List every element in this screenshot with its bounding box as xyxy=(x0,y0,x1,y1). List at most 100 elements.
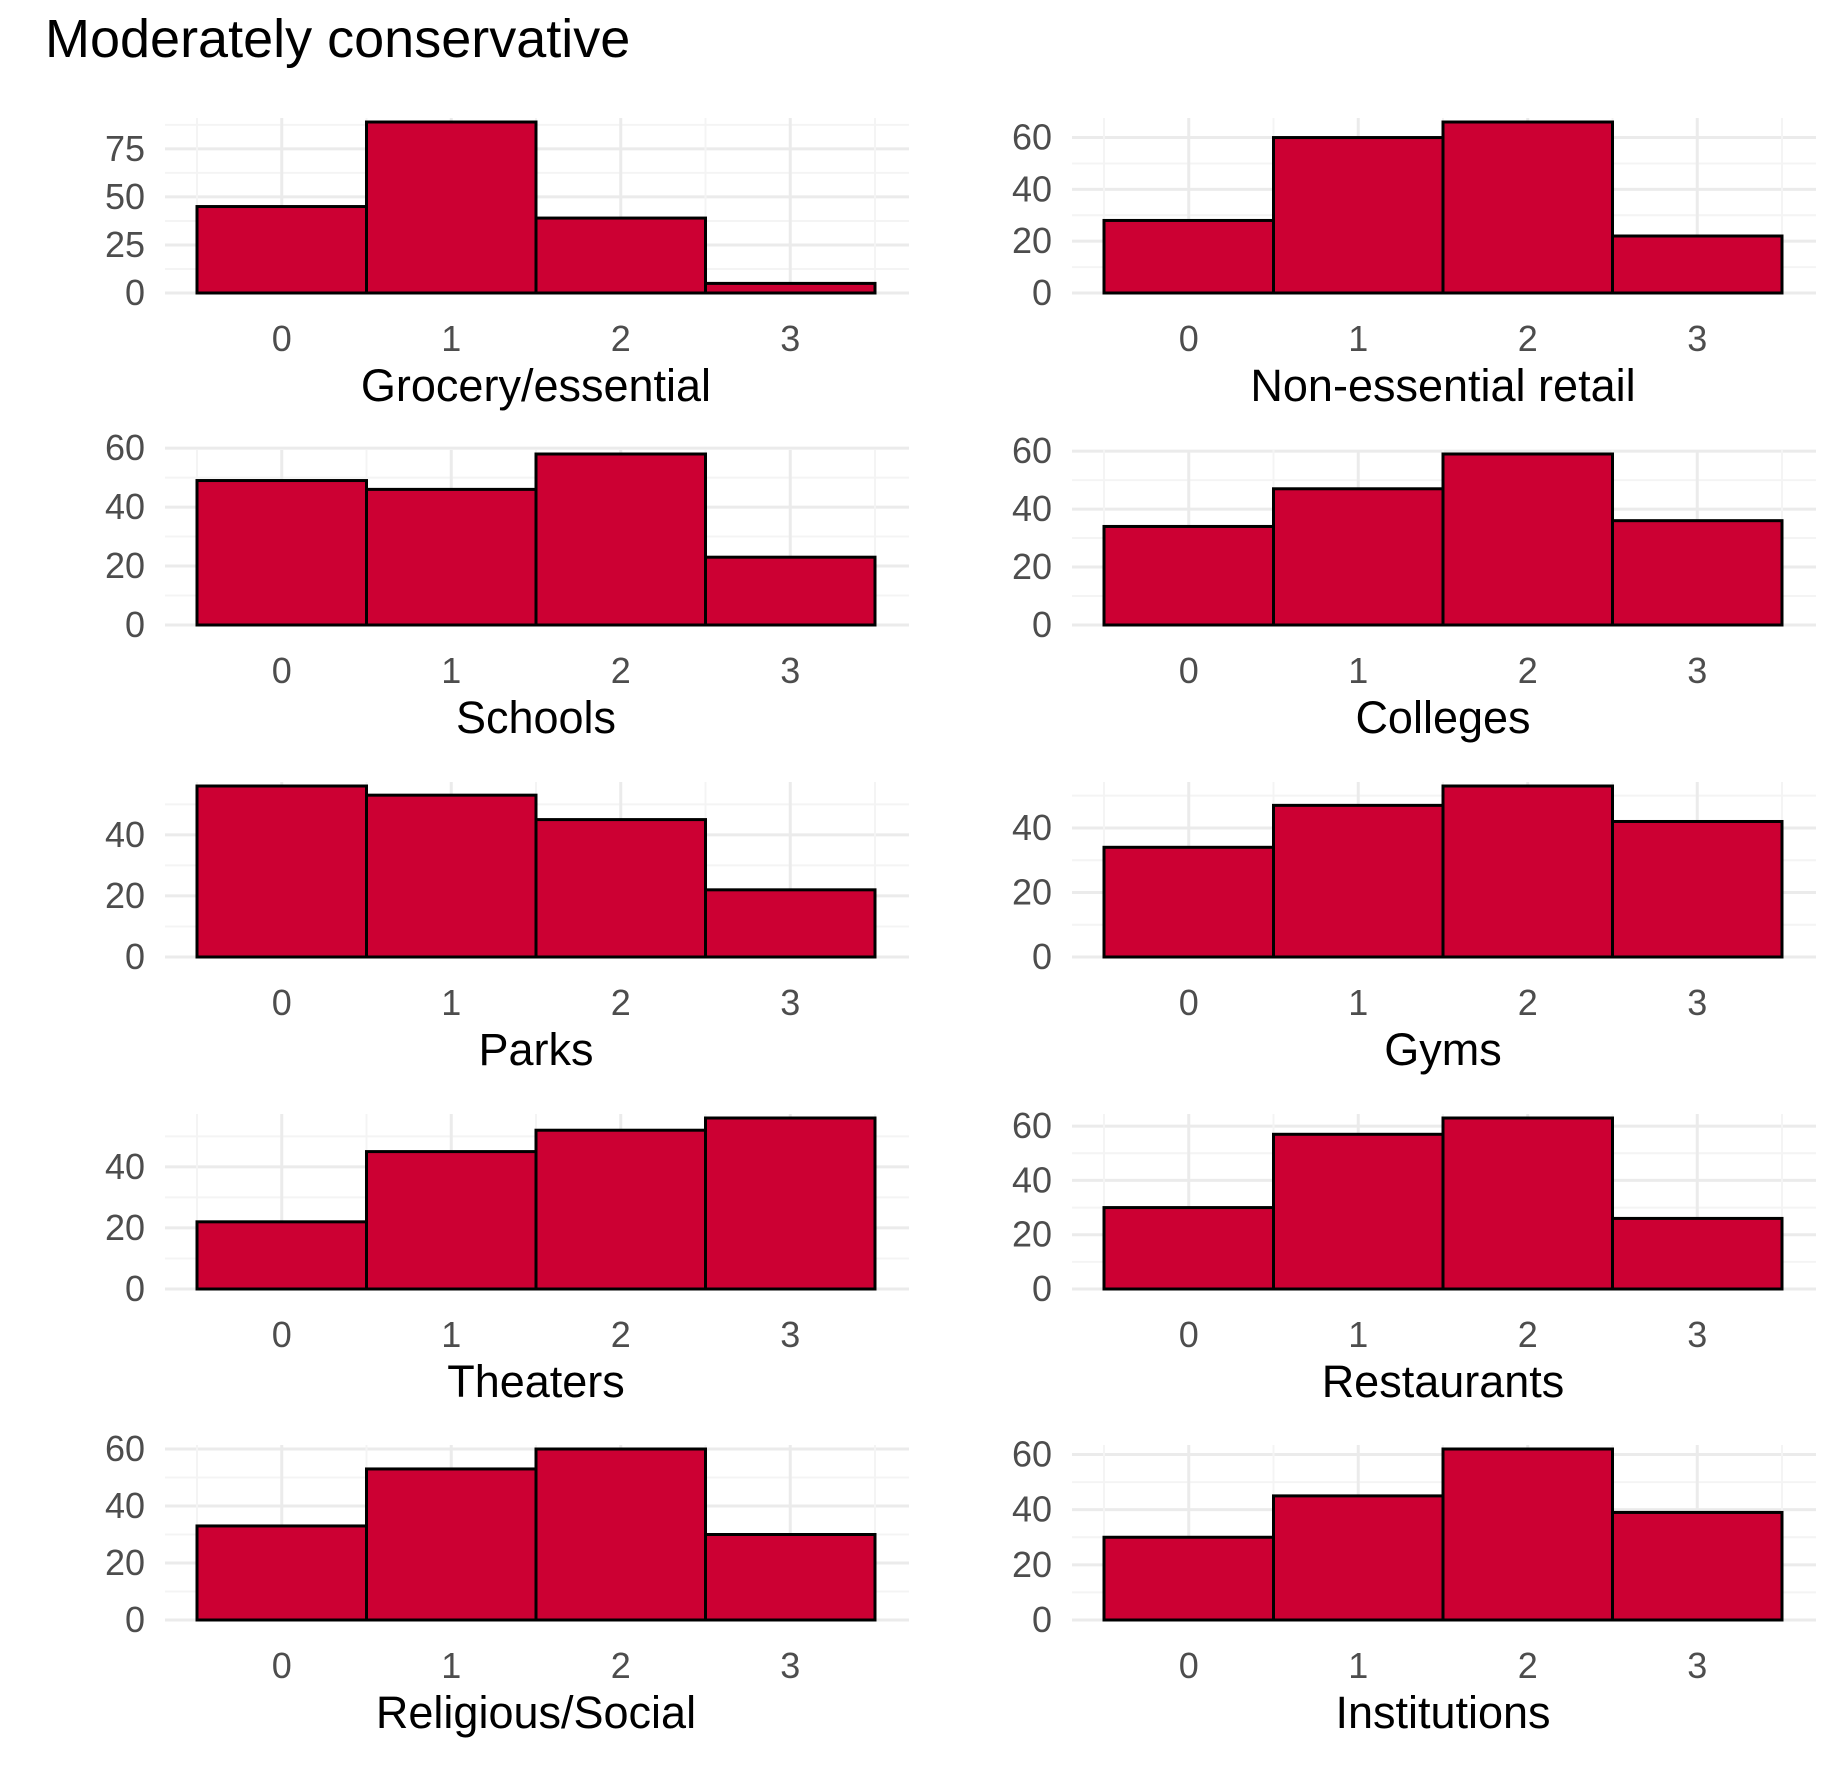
bar xyxy=(704,1533,877,1622)
x-tick-label: 0 xyxy=(272,1314,292,1355)
panel-5: 0 20 40 0 1 2 3 Parks xyxy=(105,782,909,1075)
y-tick-label: 0 xyxy=(1032,272,1052,313)
x-tick-label: 0 xyxy=(1179,1314,1199,1355)
y-tick-label: 20 xyxy=(105,1207,145,1248)
panel-4: 0 20 40 60 0 1 2 3 Colleges xyxy=(1012,430,1816,743)
y-tick-label: 60 xyxy=(105,1428,145,1469)
panel-9: 0 20 40 60 0 1 2 3 Religious/Social xyxy=(105,1428,909,1738)
x-tick-label: 2 xyxy=(611,650,631,691)
y-tick-label: 40 xyxy=(105,814,145,855)
y-tick-label: 0 xyxy=(1032,604,1052,645)
panel-3: 0 20 40 60 0 1 2 3 Schools xyxy=(105,427,909,743)
bar xyxy=(1611,234,1784,295)
x-tick-label: 2 xyxy=(1518,982,1538,1023)
x-axis-title: Theaters xyxy=(447,1356,625,1407)
x-tick-label: 1 xyxy=(1348,1645,1368,1686)
bar xyxy=(365,1150,538,1291)
x-tick-label: 0 xyxy=(1179,982,1199,1023)
page-title: Moderately conservative xyxy=(45,9,631,69)
y-tick-label: 20 xyxy=(105,875,145,916)
bar xyxy=(1611,1216,1784,1291)
y-tick-label: 60 xyxy=(105,427,145,468)
panel-1: 0 25 50 75 0 1 2 3 Grocery/essential xyxy=(105,118,909,411)
bar xyxy=(365,120,538,295)
x-tick-label: 2 xyxy=(611,318,631,359)
y-tick-label: 0 xyxy=(125,936,145,977)
y-tick-label: 20 xyxy=(1012,1544,1052,1585)
bar xyxy=(1272,1132,1445,1291)
bar xyxy=(1102,524,1275,627)
bar xyxy=(1441,1116,1614,1291)
bar xyxy=(534,1128,707,1291)
y-tick-label: 40 xyxy=(105,486,145,527)
bar xyxy=(704,555,877,627)
x-tick-label: 1 xyxy=(441,1314,461,1355)
bar xyxy=(1102,218,1275,295)
bar xyxy=(1441,784,1614,959)
x-axis-title: Schools xyxy=(456,692,616,743)
panel-2: 0 20 40 60 0 1 2 3 Non-essential retail xyxy=(1012,117,1816,411)
panel-7: 0 20 40 0 1 2 3 Theaters xyxy=(105,1114,909,1407)
y-tick-label: 75 xyxy=(105,128,145,169)
bar xyxy=(365,1467,538,1622)
y-tick-label: 0 xyxy=(125,1268,145,1309)
x-tick-label: 1 xyxy=(441,982,461,1023)
y-tick-label: 40 xyxy=(1012,807,1052,848)
y-tick-label: 40 xyxy=(105,1146,145,1187)
x-axis-title: Gyms xyxy=(1384,1024,1502,1075)
x-axis-title: Parks xyxy=(478,1024,593,1075)
x-axis-title: Institutions xyxy=(1335,1687,1550,1738)
x-tick-label: 1 xyxy=(1348,318,1368,359)
x-tick-label: 2 xyxy=(611,1314,631,1355)
y-tick-label: 40 xyxy=(1012,1489,1052,1530)
x-tick-label: 0 xyxy=(272,982,292,1023)
x-tick-label: 2 xyxy=(1518,650,1538,691)
y-tick-label: 0 xyxy=(125,604,145,645)
bar xyxy=(1272,487,1445,627)
bar xyxy=(1441,120,1614,295)
y-tick-label: 25 xyxy=(105,224,145,265)
bar xyxy=(1611,819,1784,959)
bar xyxy=(704,888,877,959)
bar xyxy=(195,479,368,627)
x-tick-label: 3 xyxy=(780,1314,800,1355)
x-tick-label: 2 xyxy=(1518,318,1538,359)
x-tick-label: 2 xyxy=(1518,1314,1538,1355)
x-axis-title: Grocery/essential xyxy=(361,360,711,411)
bar xyxy=(534,1447,707,1622)
x-tick-label: 3 xyxy=(1687,1314,1707,1355)
x-tick-label: 1 xyxy=(1348,650,1368,691)
x-axis-title: Non-essential retail xyxy=(1250,360,1635,411)
x-tick-label: 3 xyxy=(780,1645,800,1686)
x-tick-label: 2 xyxy=(611,1645,631,1686)
y-tick-label: 20 xyxy=(1012,1214,1052,1255)
x-tick-label: 0 xyxy=(1179,1645,1199,1686)
x-axis-title: Restaurants xyxy=(1322,1356,1565,1407)
bar xyxy=(365,793,538,959)
panel-6: 0 20 40 0 1 2 3 Gyms xyxy=(1012,782,1816,1075)
x-tick-label: 3 xyxy=(1687,1645,1707,1686)
x-tick-label: 3 xyxy=(1687,318,1707,359)
x-tick-label: 2 xyxy=(611,982,631,1023)
y-tick-label: 20 xyxy=(1012,871,1052,912)
x-tick-label: 1 xyxy=(1348,982,1368,1023)
x-axis-title: Religious/Social xyxy=(376,1687,696,1738)
y-tick-label: 60 xyxy=(1012,1105,1052,1146)
bar xyxy=(1102,1535,1275,1622)
x-tick-label: 0 xyxy=(272,318,292,359)
bar xyxy=(365,487,538,627)
x-tick-label: 0 xyxy=(1179,318,1199,359)
bar xyxy=(534,452,707,627)
x-tick-label: 3 xyxy=(1687,650,1707,691)
x-tick-label: 3 xyxy=(780,318,800,359)
y-tick-label: 0 xyxy=(1032,936,1052,977)
x-tick-label: 3 xyxy=(780,650,800,691)
bar xyxy=(1611,1510,1784,1622)
y-tick-label: 40 xyxy=(1012,488,1052,529)
bar xyxy=(534,818,707,959)
y-tick-label: 20 xyxy=(105,545,145,586)
y-tick-label: 40 xyxy=(105,1485,145,1526)
bar xyxy=(704,281,877,295)
bar xyxy=(195,205,368,295)
